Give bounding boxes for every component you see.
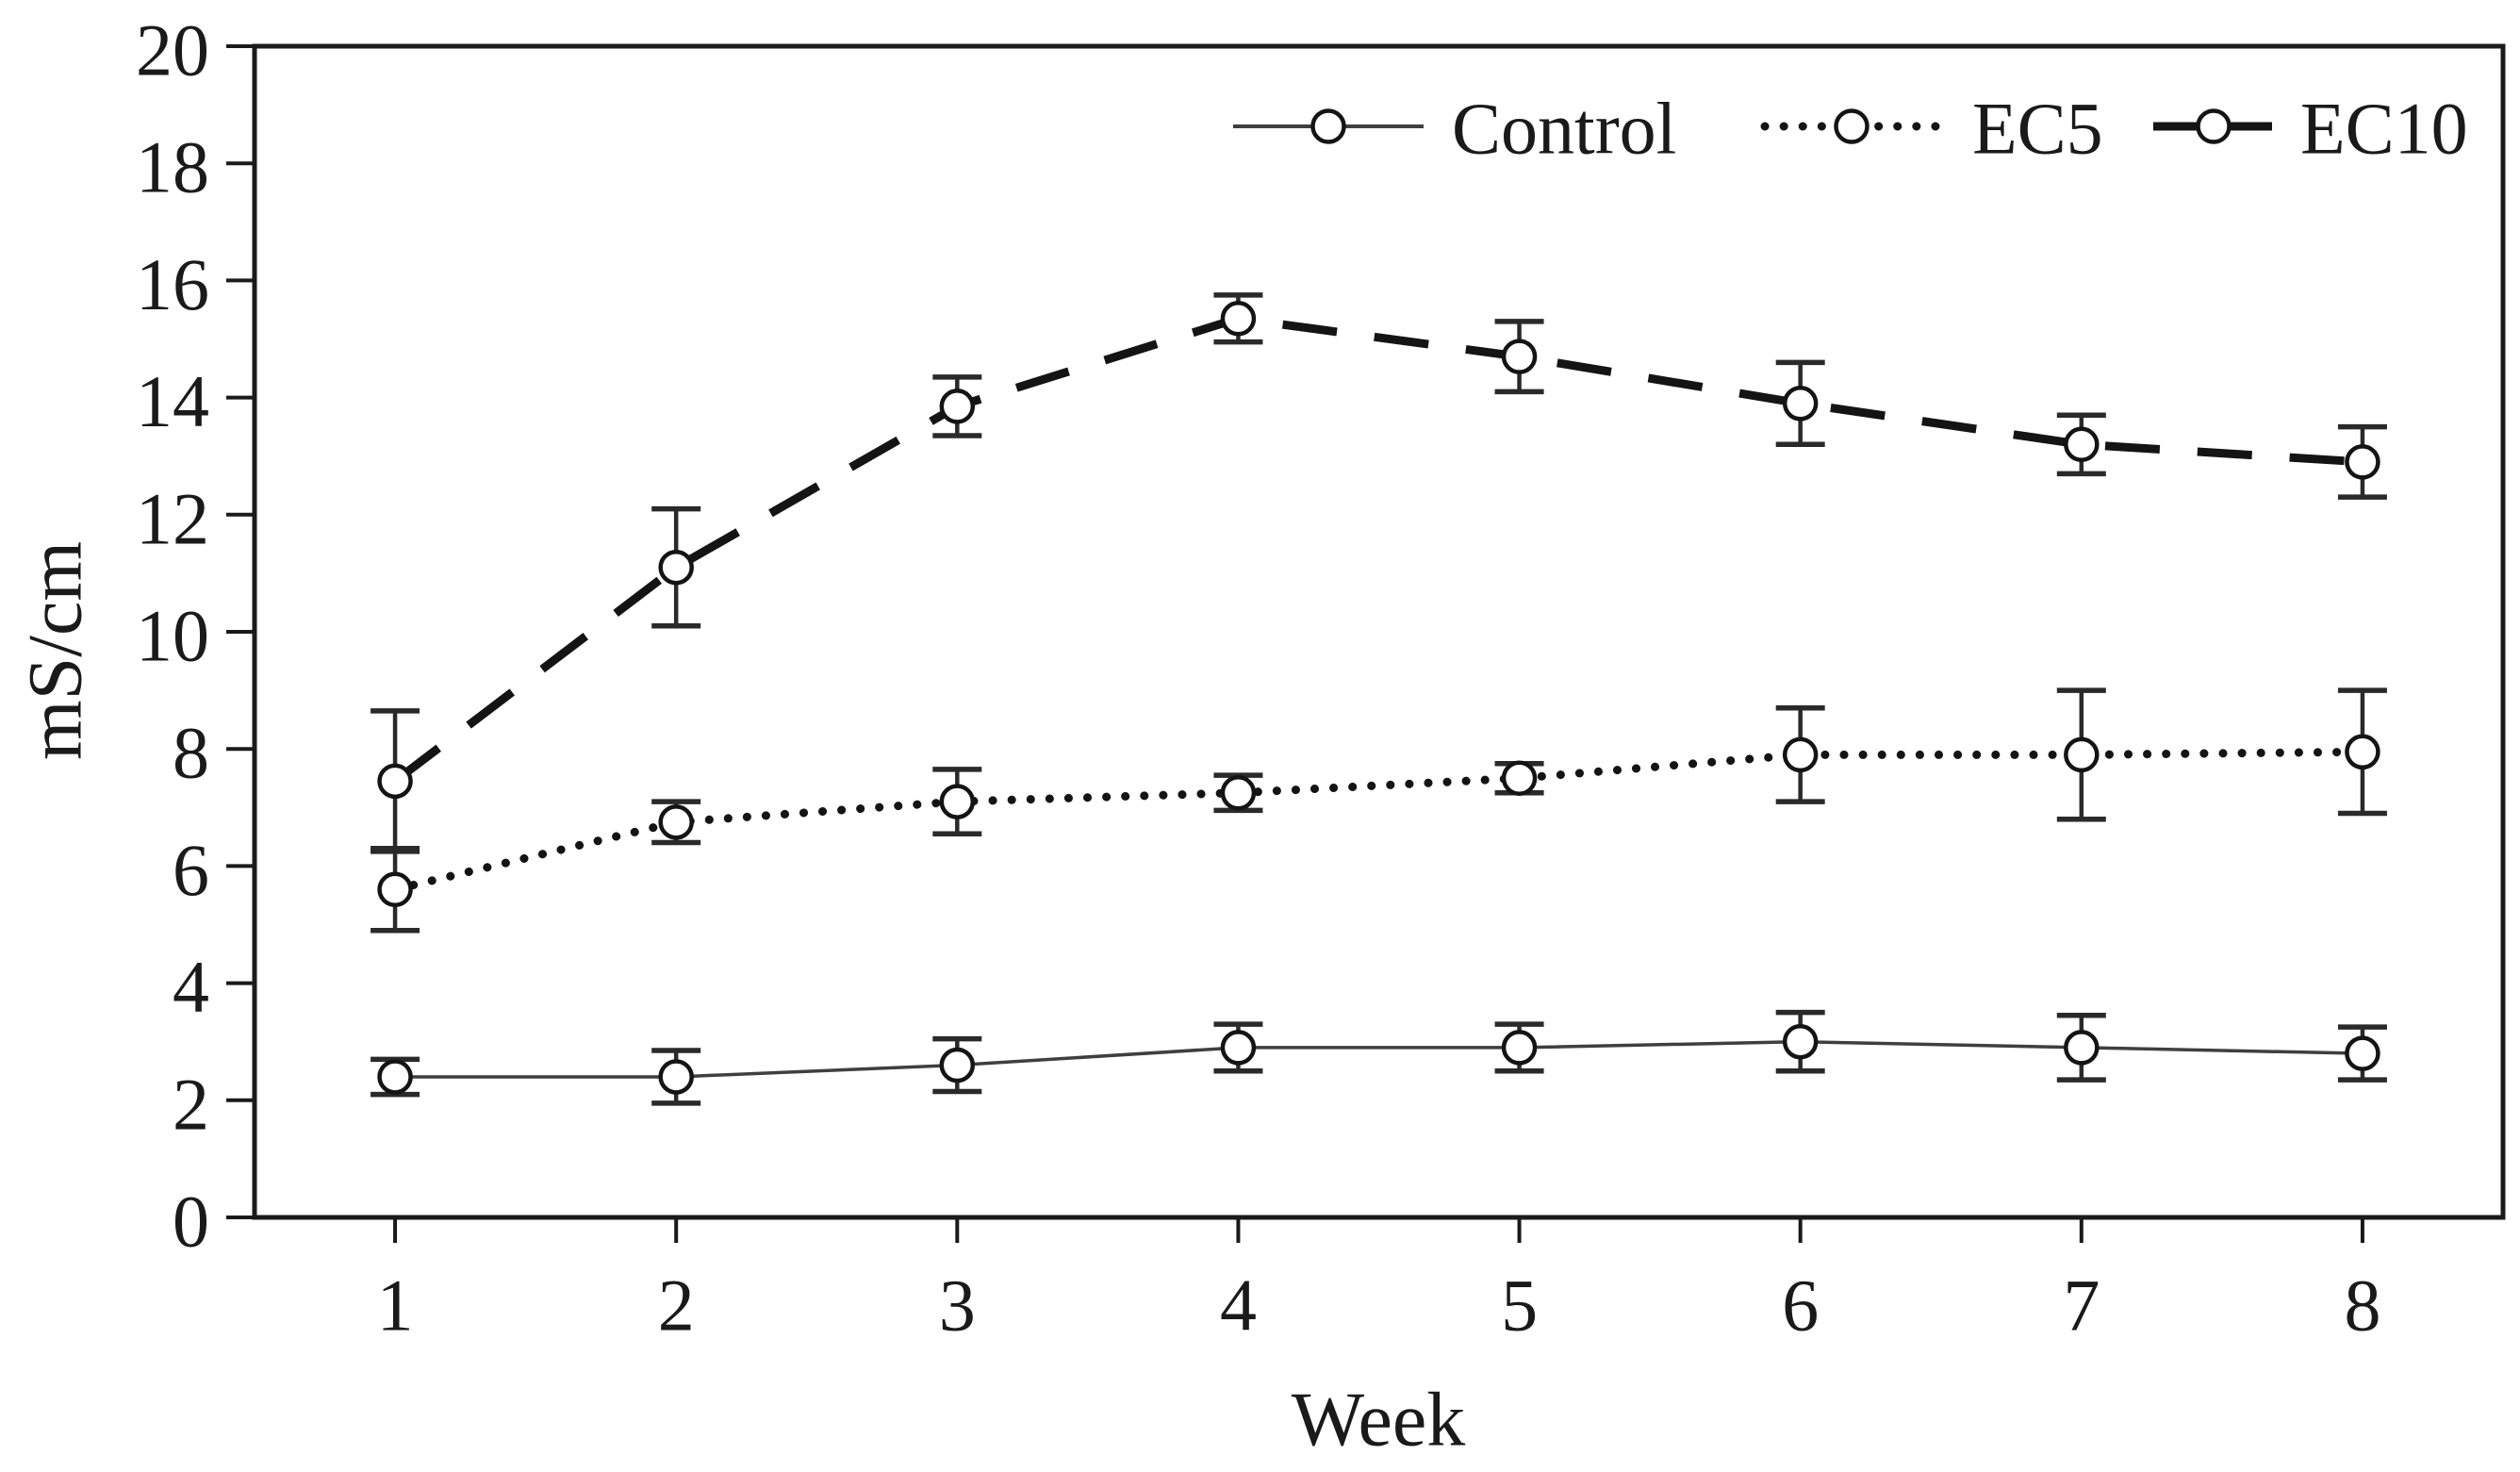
- legend: Control EC5 EC10: [1233, 88, 2468, 170]
- series-markers-layer: [377, 301, 2380, 1095]
- x-axis-title: Week: [1292, 1377, 1466, 1463]
- y-tick-label: 14: [136, 360, 209, 442]
- legend-ec5-label: EC5: [1972, 88, 2103, 170]
- y-tick-label: 0: [173, 1181, 209, 1263]
- marker-ec5-week-8: [2345, 734, 2380, 770]
- y-tick-label: 18: [136, 126, 209, 208]
- marker-ec10-week-4: [1220, 301, 1257, 337]
- y-tick-label: 16: [136, 243, 209, 325]
- plot-border: [252, 43, 2506, 1220]
- legend-control-marker-icon: [1310, 108, 1346, 144]
- x-tick-label: 1: [377, 1265, 414, 1347]
- marker-ec5-week-6: [1782, 736, 1819, 773]
- legend-item-ec5: EC5: [1760, 88, 2103, 170]
- x-tick-label: 6: [1782, 1265, 1819, 1347]
- marker-ec10-week-5: [1501, 339, 1538, 374]
- marker-ec5-week-3: [939, 784, 976, 819]
- marker-ec5-week-1: [377, 871, 413, 907]
- marker-control-week-4: [1220, 1030, 1257, 1066]
- legend-item-control: Control: [1233, 88, 1676, 170]
- series-line-control: [395, 1039, 2363, 1079]
- marker-control-week-1: [377, 1059, 413, 1095]
- marker-ec10-week-2: [658, 549, 694, 586]
- marker-control-week-3: [939, 1047, 976, 1083]
- x-axis-tick-labels: 1 2 3 4 5 6 7 8: [377, 1265, 2381, 1347]
- marker-ec5-week-2: [658, 804, 694, 840]
- y-tick-label: 6: [173, 829, 209, 911]
- series-lines-layer: [390, 314, 2367, 1079]
- marker-control-week-7: [2064, 1030, 2100, 1066]
- legend-control-label: Control: [1452, 88, 1676, 170]
- marker-ec5-week-4: [1220, 775, 1257, 811]
- y-tick-label: 2: [173, 1063, 209, 1145]
- legend-ec5-marker-icon: [1834, 108, 1869, 144]
- y-tick-label: 12: [136, 477, 209, 559]
- legend-item-ec10: EC10: [2153, 88, 2468, 170]
- x-tick-label: 3: [939, 1265, 976, 1347]
- x-tick-label: 5: [1501, 1265, 1538, 1347]
- y-tick-label: 8: [173, 712, 209, 794]
- error-bars-layer: [371, 292, 2387, 1106]
- x-tick-label: 8: [2344, 1265, 2380, 1347]
- marker-ec5-week-7: [2064, 736, 2100, 773]
- marker-control-week-2: [658, 1059, 694, 1095]
- series-line-ec10: [392, 314, 2364, 785]
- y-tick-label: 10: [136, 595, 209, 677]
- marker-ec5-week-5: [1501, 760, 1538, 796]
- marker-control-week-5: [1501, 1030, 1538, 1066]
- marker-ec10-week-6: [1782, 386, 1819, 422]
- legend-ec10-marker-icon: [2196, 108, 2232, 144]
- y-tick-label: 20: [136, 9, 209, 91]
- x-tick-label: 4: [1220, 1265, 1257, 1347]
- marker-ec10-week-3: [939, 389, 976, 424]
- legend-ec10-label: EC10: [2300, 88, 2468, 170]
- marker-ec10-week-7: [2064, 426, 2100, 463]
- y-axis-ticks: [226, 44, 255, 1219]
- x-tick-label: 2: [658, 1265, 695, 1347]
- x-axis-ticks: [393, 1217, 2364, 1243]
- y-tick-label: 4: [173, 946, 209, 1028]
- marker-ec10-week-1: [377, 763, 413, 800]
- marker-control-week-6: [1782, 1023, 1819, 1060]
- marker-ec10-week-8: [2345, 444, 2380, 480]
- y-axis-tick-labels: 0 2 4 6 8 10 12 14 16 18 20: [136, 9, 209, 1263]
- marker-control-week-8: [2345, 1035, 2380, 1071]
- y-axis-title: mS/cm: [12, 541, 98, 760]
- x-tick-label: 7: [2063, 1265, 2100, 1347]
- series-line-ec5: [390, 747, 2367, 894]
